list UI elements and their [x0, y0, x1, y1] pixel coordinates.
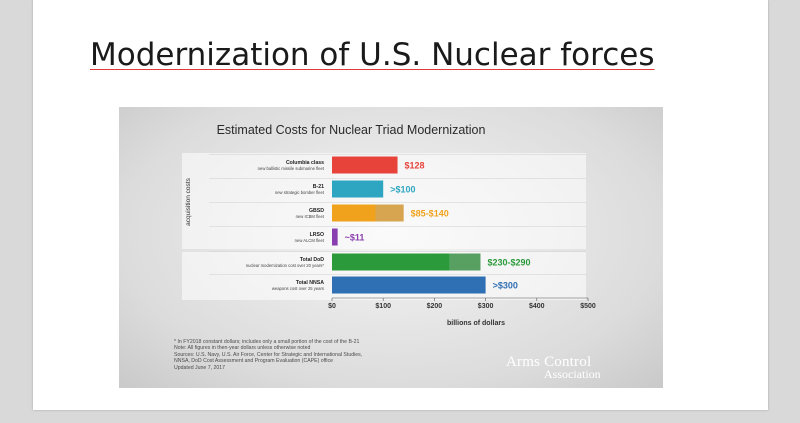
x-tick-label: $200: [427, 303, 443, 310]
x-tick-label: $500: [580, 303, 596, 310]
bar-range: [375, 204, 404, 222]
category-label: Total NNSA: [296, 280, 324, 286]
logo-line2: Association: [544, 367, 601, 381]
note-line: * In FY2018 constant dollars; includes o…: [174, 339, 360, 345]
value-label: >$300: [493, 281, 518, 291]
slide-title: Modernization of U.S. Nuclear forces: [90, 37, 655, 73]
value-label: $85-$140: [411, 209, 449, 219]
value-label: $230-$290: [487, 258, 530, 268]
arms-control-association-logo: Arms Control Association: [506, 354, 641, 382]
note-line: Updated June 7, 2017: [174, 364, 226, 371]
bar-range: [449, 253, 481, 271]
x-tick-label: $300: [478, 303, 494, 310]
category-label: B-21: [313, 184, 324, 190]
category-sublabel: new ALCM fleet: [295, 238, 325, 243]
group-label-acquisition: acquisition costs: [185, 177, 192, 225]
category-label: Columbia class: [286, 160, 324, 166]
category-sublabel: nuclear modernization cost over 20 years…: [246, 263, 325, 268]
logo-line1: Arms Control: [506, 354, 592, 370]
note-line: Sources: U.S. Navy, U.S. Air Force, Cent…: [174, 351, 363, 358]
x-tick-label: $100: [375, 303, 391, 310]
category-label: GBSD: [309, 208, 324, 214]
chart-notes: * In FY2018 constant dollars; includes o…: [174, 339, 494, 371]
bar: [332, 156, 398, 174]
bar: [332, 204, 376, 222]
chart-svg: Estimated Costs for Nuclear Triad Modern…: [182, 123, 596, 327]
category-sublabel: new ICBM fleet: [296, 214, 325, 219]
category-label: Total DoD: [300, 257, 324, 263]
x-axis-label: billions of dollars: [447, 320, 505, 327]
x-tick-label: $400: [529, 303, 545, 310]
bar: [332, 228, 338, 246]
x-tick-label: $0: [328, 303, 336, 310]
category-sublabel: new strategic bomber fleet: [275, 190, 325, 195]
bar: [332, 180, 384, 198]
slide: Modernization of U.S. Nuclear forces Est…: [33, 0, 768, 410]
chart-image: Estimated Costs for Nuclear Triad Modern…: [119, 107, 663, 388]
value-label: $128: [405, 161, 425, 171]
category-sublabel: new ballistic missile submarine fleet: [258, 166, 325, 171]
category-label: LRSO: [310, 232, 324, 238]
bar: [332, 253, 450, 271]
note-line: NNSA, DoD Cost Assessment and Program Ev…: [174, 358, 334, 365]
category-sublabel: weapons cost over 25 years: [272, 286, 324, 291]
bar: [332, 276, 486, 294]
value-label: >$100: [390, 185, 415, 195]
chart-title: Estimated Costs for Nuclear Triad Modern…: [217, 123, 486, 137]
value-label: ~$11: [345, 233, 365, 243]
note-line: Note: All figures in then-year dollars u…: [174, 345, 311, 352]
